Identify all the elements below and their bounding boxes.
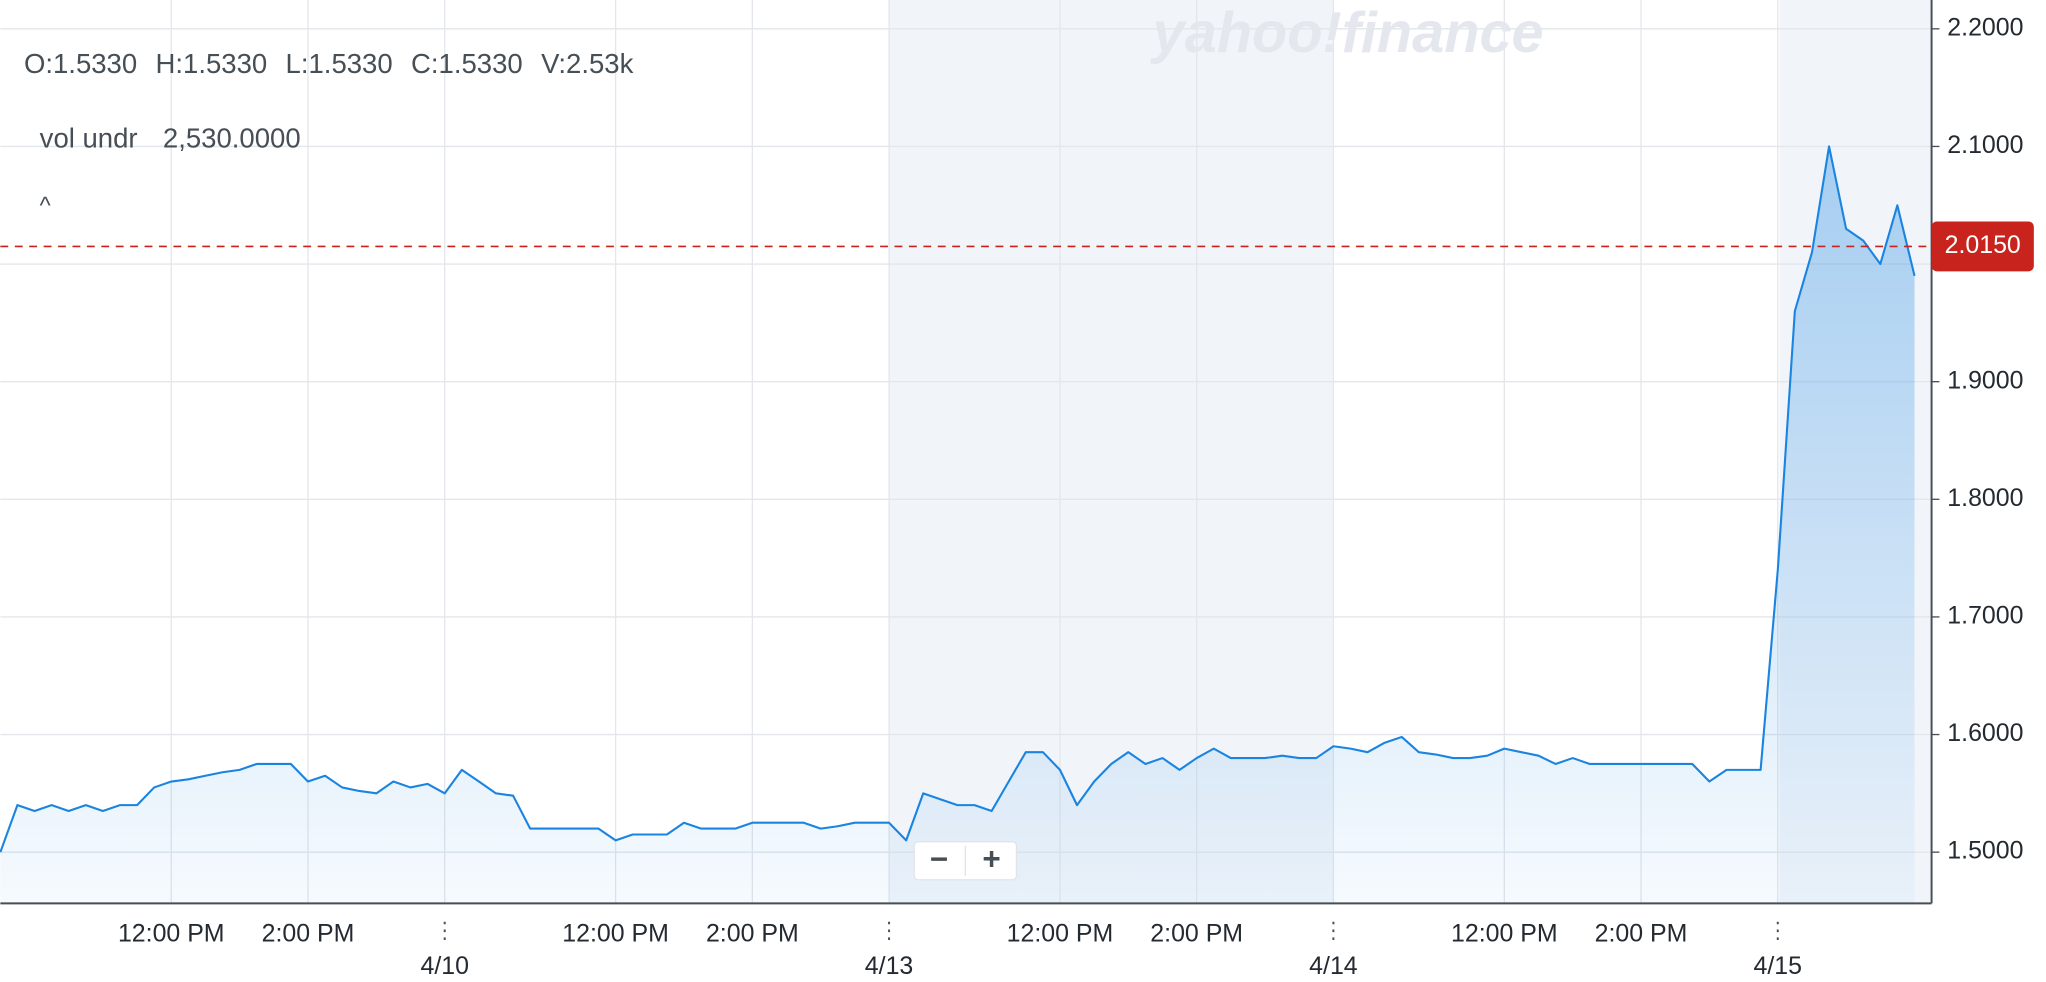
- date-tick-label: 4/15: [1754, 952, 1802, 980]
- x-tick-label: 12:00 PM: [1007, 919, 1114, 947]
- y-tick-label: 1.5000: [1947, 837, 2023, 865]
- session-shade: [889, 0, 1334, 904]
- last-price-label: 2.0150: [1945, 231, 2021, 259]
- x-tick-label: 2:00 PM: [262, 919, 355, 947]
- y-tick-label: 1.6000: [1947, 719, 2023, 747]
- x-tick-label: 12:00 PM: [1451, 919, 1558, 947]
- watermark: yahoo!finance: [1150, 1, 1544, 65]
- ohlc-item: C:1.5330: [411, 48, 523, 79]
- ohlc-item: O:1.5330: [24, 48, 137, 79]
- y-tick-label: 2.1000: [1947, 131, 2023, 159]
- date-tick-label: 4/10: [420, 952, 468, 980]
- ohlc-item: V:2.53k: [541, 48, 634, 79]
- ohlc-item: H:1.5330: [156, 48, 268, 79]
- date-tick-label: 4/14: [1309, 952, 1358, 980]
- zoom-in[interactable]: +: [982, 842, 1000, 877]
- y-tick-label: 1.8000: [1947, 484, 2023, 512]
- study-label: vol undr: [40, 123, 138, 154]
- x-tick-label: 12:00 PM: [118, 919, 225, 947]
- x-tick-label: 2:00 PM: [1150, 919, 1243, 947]
- x-tick-label: 2:00 PM: [706, 919, 799, 947]
- y-tick-label: 1.7000: [1947, 602, 2023, 630]
- price-line: [0, 145, 1916, 853]
- zoom-out[interactable]: −: [930, 842, 948, 877]
- date-tick-label: 4/13: [865, 952, 913, 980]
- y-tick-label: 2.2000: [1947, 13, 2023, 41]
- last-price-badge: [1931, 221, 2034, 272]
- collapse-button[interactable]: ^: [40, 192, 51, 218]
- x-tick-label: 2:00 PM: [1595, 919, 1688, 947]
- study-value: 2,530.0000: [163, 123, 301, 154]
- ohlc-item: L:1.5330: [286, 48, 393, 79]
- area: [0, 146, 1915, 904]
- y-tick-label: 1.9000: [1947, 366, 2023, 394]
- x-tick-label: 12:00 PM: [562, 919, 669, 947]
- zoom-controls: − +: [913, 841, 1018, 881]
- header: vol undr 2,530.0000 ^: [40, 123, 301, 219]
